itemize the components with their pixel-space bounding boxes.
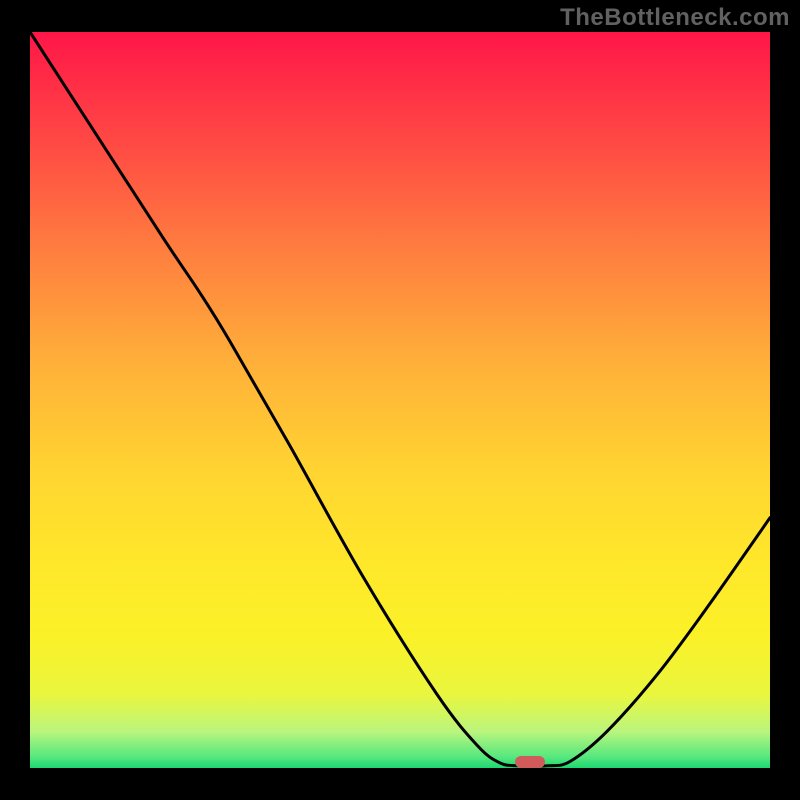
bottleneck-plot <box>0 0 800 800</box>
chart-stage: TheBottleneck.com <box>0 0 800 800</box>
watermark-text: TheBottleneck.com <box>560 4 790 32</box>
plot-background <box>30 32 770 768</box>
dip-marker <box>515 756 545 768</box>
